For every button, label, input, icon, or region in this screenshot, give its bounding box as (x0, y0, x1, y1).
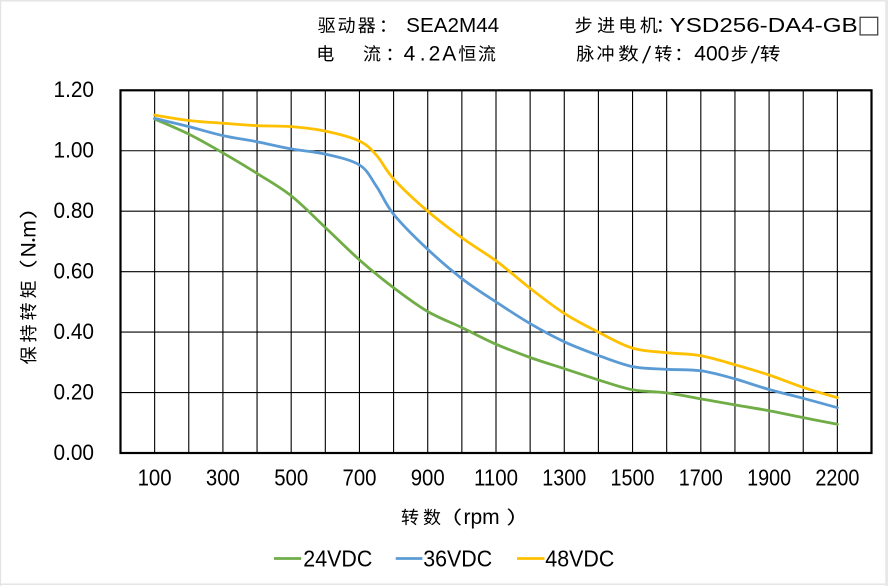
svg-text:0.40: 0.40 (54, 319, 95, 344)
svg-text:1500: 1500 (611, 465, 655, 491)
svg-text:1.20: 1.20 (54, 77, 95, 102)
svg-text:rpm: rpm (464, 506, 500, 529)
svg-text:1300: 1300 (542, 465, 586, 491)
svg-text:0.80: 0.80 (54, 198, 95, 223)
svg-text:0.20: 0.20 (54, 379, 95, 404)
svg-text:48VDC: 48VDC (545, 546, 614, 572)
svg-text:1700: 1700 (679, 465, 723, 491)
svg-text:0.60: 0.60 (54, 259, 95, 284)
svg-text:m: m (17, 220, 40, 238)
svg-text:SEA2M44: SEA2M44 (406, 15, 499, 37)
svg-text:YSD256-DA4-GB: YSD256-DA4-GB (670, 15, 858, 37)
svg-text:N: N (17, 242, 40, 257)
svg-text:700: 700 (343, 465, 377, 491)
svg-text:1100: 1100 (474, 465, 518, 491)
svg-text:4.2A: 4.2A (404, 43, 457, 66)
svg-text:0.00: 0.00 (54, 440, 95, 465)
svg-text:300: 300 (206, 465, 240, 491)
svg-text:2200: 2200 (815, 465, 859, 491)
svg-text:1.00: 1.00 (54, 138, 95, 163)
svg-text:24VDC: 24VDC (303, 546, 372, 572)
svg-text:36VDC: 36VDC (423, 546, 492, 572)
svg-text:400: 400 (694, 43, 729, 66)
svg-text:900: 900 (411, 465, 445, 491)
svg-text:100: 100 (138, 465, 172, 491)
svg-text:1900: 1900 (747, 465, 791, 491)
svg-text:500: 500 (274, 465, 308, 491)
